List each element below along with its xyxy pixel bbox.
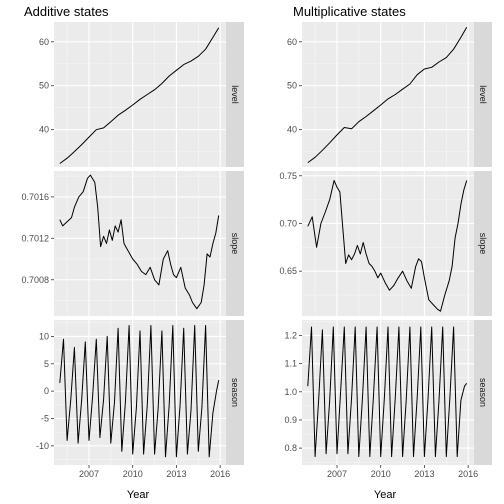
- y-tick-label: 0: [44, 386, 49, 396]
- y-tick-label: 0.7008: [21, 275, 49, 285]
- y-tick-label: 0.70: [279, 218, 297, 228]
- xlabel-additive: Year: [127, 489, 150, 501]
- x-tick-label: 2016: [458, 469, 478, 479]
- facet-strip-label: season: [478, 378, 488, 407]
- facet-strip: [226, 320, 244, 465]
- series-line-slope: [59, 174, 220, 310]
- y-tick-label: 40: [287, 125, 297, 135]
- series-line-slope: [307, 180, 468, 312]
- xlabel-multiplicative: Year: [374, 489, 397, 501]
- facet-strip: [474, 171, 492, 316]
- multiplicative-states-column: 40 50 60 level 0.65 0.70 0.75 slope 0.8 0.9 1.0 1.1…: [279, 22, 492, 479]
- panel-background: [54, 22, 226, 167]
- panel-level: 40 50 60 level: [287, 22, 492, 167]
- y-tick-label: 50: [39, 81, 49, 91]
- facet-strip: [226, 22, 244, 167]
- facet-strip-label: slope: [230, 233, 240, 255]
- y-tick-label: -5: [41, 413, 49, 423]
- facet-strip-label: level: [478, 85, 488, 104]
- y-tick-label: 10: [39, 331, 49, 341]
- facet-strip: [474, 320, 492, 465]
- y-tick-label: 60: [39, 37, 49, 47]
- panel-slope: 0.7008 0.7012 0.7016 slope: [21, 171, 244, 316]
- facet-strip-label: level: [230, 85, 240, 104]
- y-tick-label: -10: [36, 441, 49, 451]
- y-tick-label: 5: [44, 359, 49, 369]
- y-tick-label: 0.8: [284, 443, 297, 453]
- panel-season: 0.8 0.9 1.0 1.1 1.2 season 2007 2010 2013 2016: [284, 320, 492, 479]
- y-tick-label: 0.7016: [21, 192, 49, 202]
- facet-strip: [474, 22, 492, 167]
- y-tick-label: 50: [287, 81, 297, 91]
- y-tick-label: 1.0: [284, 387, 297, 397]
- series-line-season: [59, 325, 220, 458]
- panel-background: [302, 22, 474, 167]
- series-line-level: [59, 27, 220, 164]
- title-additive: Additive states: [24, 4, 109, 19]
- y-tick-label: 40: [39, 125, 49, 135]
- series-line-season: [307, 326, 468, 458]
- y-tick-label: 0.65: [279, 266, 297, 276]
- x-tick-label: 2007: [327, 469, 347, 479]
- series-line-level: [307, 27, 468, 164]
- y-tick-label: 60: [287, 37, 297, 47]
- title-multiplicative: Multiplicative states: [293, 4, 406, 19]
- facet-strip: [226, 171, 244, 316]
- additive-states-column: 405060level0.70080.70120.7016slope-10-50…: [21, 22, 244, 479]
- panel-slope: 0.65 0.70 0.75 slope: [279, 171, 492, 316]
- y-tick-label: 1.2: [284, 330, 297, 340]
- panel-level: 40 50 60 level: [39, 22, 244, 167]
- y-tick-label: 0.75: [279, 171, 297, 181]
- facet-strip-label: season: [230, 378, 240, 407]
- facet-strip-label: slope: [478, 233, 488, 255]
- x-tick-label: 2010: [123, 469, 143, 479]
- x-tick-label: 2013: [414, 469, 434, 479]
- panel-background: [302, 171, 474, 316]
- y-tick-label: 0.7012: [21, 233, 49, 243]
- panel-background: [54, 171, 226, 316]
- x-tick-label: 2016: [210, 469, 230, 479]
- x-tick-label: 2007: [79, 469, 99, 479]
- panel-season: -10 -5 0 5 10 season 2007 2010 2013 2016: [36, 320, 244, 479]
- x-tick-label: 2010: [371, 469, 391, 479]
- x-tick-label: 2013: [166, 469, 186, 479]
- y-tick-label: 1.1: [284, 359, 297, 369]
- y-tick-label: 0.9: [284, 415, 297, 425]
